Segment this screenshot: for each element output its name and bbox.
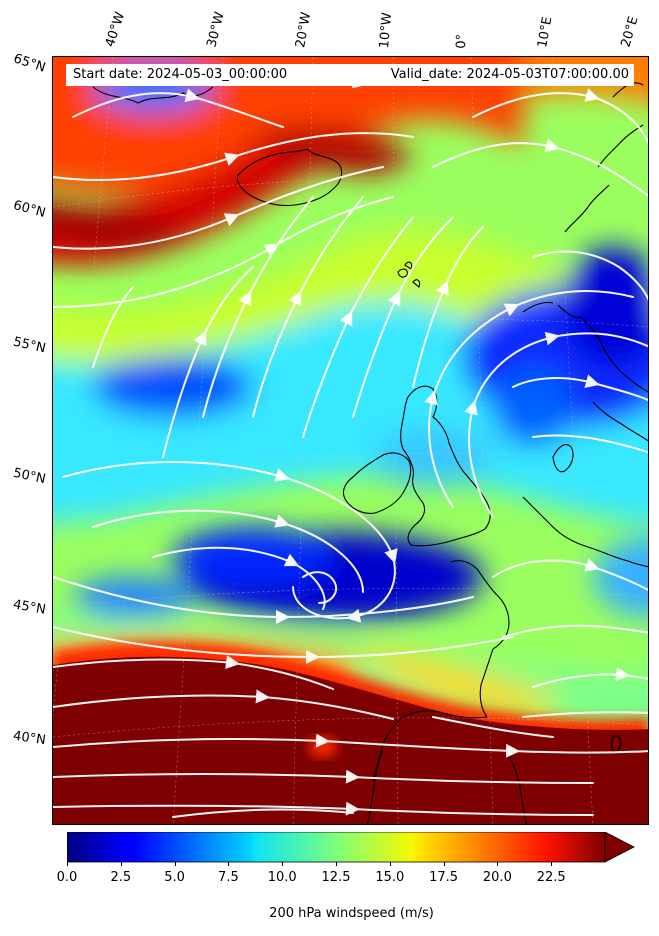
lon-label-20e: 20°E: [618, 14, 642, 49]
lat-label-40n: 40°N: [12, 728, 47, 749]
date-info-box: Start date: 2024-05-03_00:00:00 Valid_da…: [66, 64, 634, 86]
colorbar-tick-label: 22.5: [536, 870, 566, 885]
colorbar-tick-label: 20.0: [482, 870, 512, 885]
colorbar-tick-mark: [497, 862, 499, 866]
colorbar-extend-arrow: [604, 832, 635, 863]
lat-label-65n: 65°N: [11, 51, 48, 76]
lon-label-30w: 30°W: [204, 10, 228, 49]
lon-label-10w: 10°W: [377, 11, 396, 49]
colorbar-tick-mark: [120, 862, 122, 866]
colorbar-tick-label: 10.0: [267, 870, 297, 885]
colorbar-tick-mark: [389, 862, 391, 866]
colorbar-tick-label: 12.5: [321, 870, 351, 885]
colorbar-tick-mark: [336, 862, 337, 866]
lat-label-50n: 50°N: [11, 465, 47, 488]
windspeed-map: [53, 57, 648, 824]
colorbar-tick-mark: [551, 862, 553, 866]
lat-label-55n: 55°N: [11, 334, 48, 357]
colorbar-tick-label: 7.5: [218, 870, 239, 885]
map-panel: [52, 56, 649, 825]
lon-label-40w: 40°W: [102, 10, 129, 49]
colorbar-tick-label: 0.0: [56, 870, 78, 885]
colorbar-tick-mark: [174, 862, 176, 866]
colorbar-tick-mark: [228, 862, 230, 866]
colorbar-tick-label: 15.0: [375, 870, 405, 885]
lon-label-0: 0°: [454, 33, 470, 49]
streamlines: [53, 77, 648, 818]
colorbar-tick-label: 5.0: [164, 870, 185, 885]
colorbar-tick-mark: [282, 862, 284, 866]
windspeed-colorbar: [67, 832, 635, 863]
lon-label-20w: 20°W: [293, 11, 315, 50]
colorbar-gradient: [67, 832, 606, 863]
colorbar-tick-mark: [443, 862, 445, 866]
colorbar-label: 200 hPa windspeed (m/s): [269, 906, 434, 921]
colorbar-tick-label: 17.5: [429, 870, 459, 885]
colorbar-tick-mark: [67, 862, 68, 866]
lon-label-10e: 10°E: [535, 15, 556, 49]
valid-date-label: Valid_date: 2024-05-03T07:00:00.00: [390, 67, 629, 82]
colorbar-tick-label: 2.5: [110, 870, 132, 885]
lat-label-45n: 45°N: [11, 597, 47, 618]
start-date-label: Start date: 2024-05-03_00:00:00: [73, 67, 288, 82]
lat-label-60n: 60°N: [11, 198, 48, 221]
